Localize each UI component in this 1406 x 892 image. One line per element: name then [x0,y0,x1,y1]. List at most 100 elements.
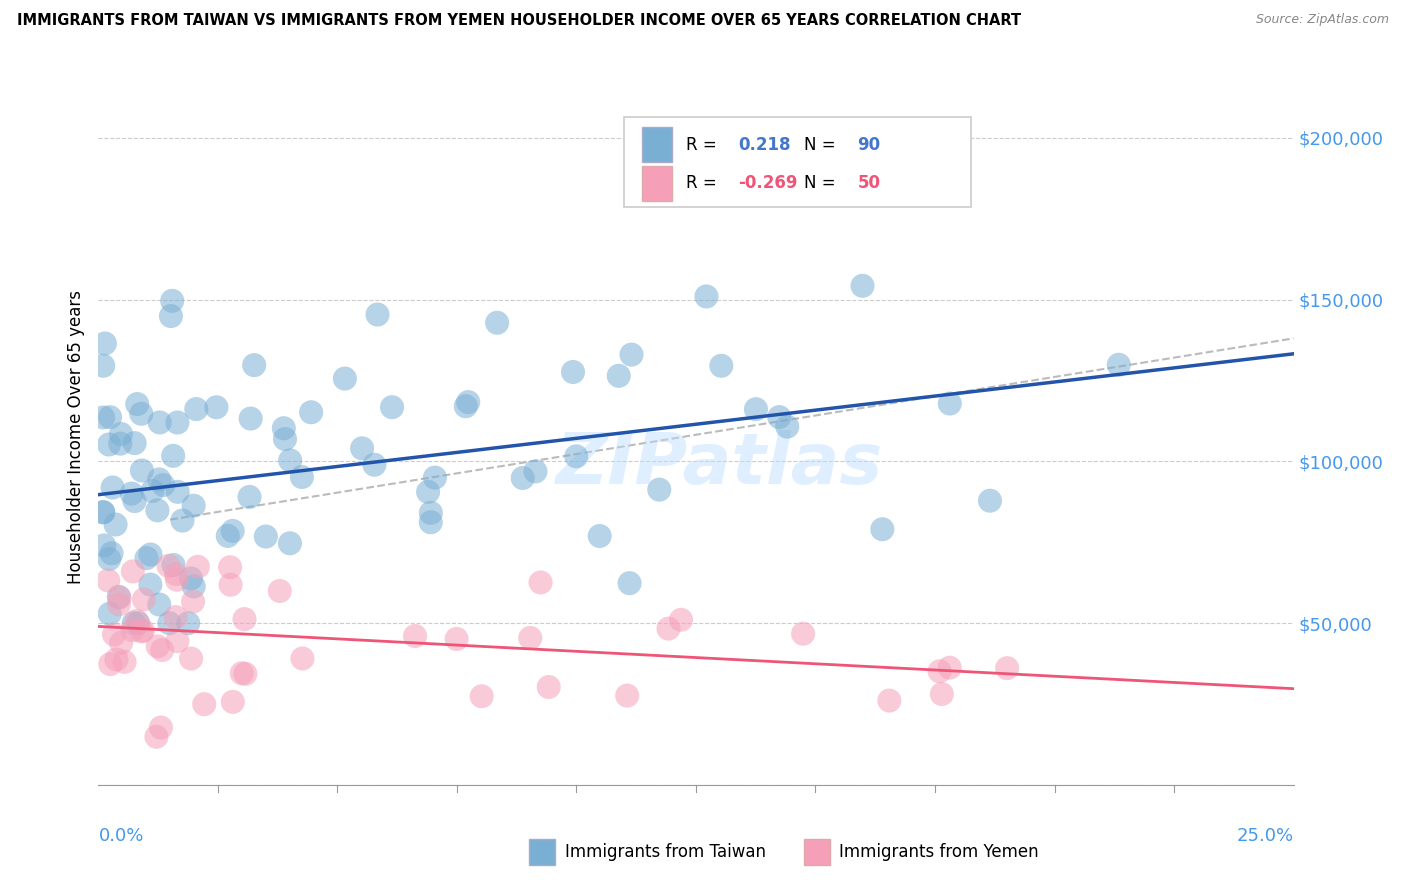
Point [607,368,630,383]
Point [121,486,143,500]
Point [107,590,129,604]
Point [222,695,245,709]
Point [91,410,114,425]
Point [114,655,136,669]
Point [139,548,162,562]
Text: ZIPatlas: ZIPatlas [557,431,883,500]
Point [183,499,205,513]
Point [221,524,243,538]
Point [235,666,257,681]
Point [537,680,560,694]
Point [181,594,204,608]
Point [238,490,260,504]
Point [471,690,494,704]
Text: R =: R = [686,136,723,153]
Point [122,565,145,579]
Text: Source: ZipAtlas.com: Source: ZipAtlas.com [1256,13,1389,27]
Point [110,427,132,442]
Point [193,697,215,711]
Point [273,421,295,435]
Point [177,616,200,631]
Point [131,624,153,639]
Point [404,629,426,643]
Point [352,442,374,456]
Point [446,632,468,646]
Point [219,560,242,574]
Point [148,472,170,486]
Point [931,687,953,701]
Point [792,626,814,640]
Point [91,505,114,519]
Text: N =: N = [804,136,841,153]
Point [695,289,717,303]
Point [94,336,117,351]
Point [98,657,121,671]
Point [101,481,124,495]
Point [165,567,187,582]
Y-axis label: Householder Income Over 65 years: Householder Income Over 65 years [66,290,84,584]
Point [149,416,172,430]
Point [938,661,960,675]
Point [149,721,172,735]
Point [416,484,439,499]
Text: N =: N = [804,174,841,192]
Point [180,571,202,585]
Point [367,308,389,322]
Point [219,578,242,592]
Point [127,616,149,631]
Point [180,651,202,665]
Text: 90: 90 [858,136,880,153]
Point [146,640,169,654]
Point [519,631,541,645]
Point [125,614,148,628]
Text: 0.218: 0.218 [738,136,790,153]
Point [132,624,155,638]
Point [274,432,297,446]
Point [363,458,385,472]
Point [205,401,228,415]
Point [146,503,169,517]
Point [979,493,1001,508]
Point [98,607,121,621]
Point [108,597,131,611]
Point [995,661,1018,675]
Point [512,471,534,485]
Point [145,730,167,744]
Point [135,551,157,566]
Point [278,453,301,467]
Point [104,517,127,532]
Point [139,577,162,591]
Point [879,693,901,707]
Point [381,400,404,414]
Bar [529,838,555,865]
Bar [643,128,672,162]
Point [419,506,441,520]
Point [160,309,183,323]
Point [162,449,184,463]
Point [291,651,314,665]
Point [657,622,679,636]
Point [103,627,125,641]
Point [162,558,184,572]
Point [589,529,612,543]
Point [150,643,173,657]
Point [217,529,239,543]
Point [131,463,153,477]
Point [141,483,163,498]
Point [93,538,115,552]
Point [187,559,209,574]
Point [110,636,132,650]
Point [97,437,120,451]
Point [243,358,266,372]
Point [91,505,114,519]
Point [529,575,551,590]
Point [454,399,477,413]
Point [100,546,122,560]
Text: 25.0%: 25.0% [1236,827,1294,845]
Point [172,514,194,528]
Point [121,623,143,637]
Point [254,529,277,543]
Point [851,278,873,293]
Point [132,592,155,607]
Text: IMMIGRANTS FROM TAIWAN VS IMMIGRANTS FROM YEMEN HOUSEHOLDER INCOME OVER 65 YEARS: IMMIGRANTS FROM TAIWAN VS IMMIGRANTS FRO… [17,13,1021,29]
